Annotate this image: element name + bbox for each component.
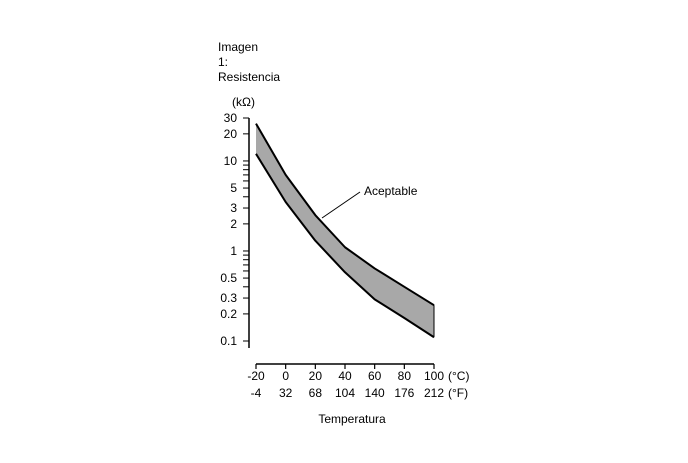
x-unit-fahrenheit: (°F) — [448, 386, 468, 400]
x-tick-label-fahrenheit: 104 — [335, 386, 355, 400]
lower-limit-line — [255, 153, 435, 339]
y-unit-label: (kΩ) — [232, 95, 255, 109]
y-major-ticks: 30 20 10 5 3 2 1 0.5 0.3 0.2 0.1 — [220, 111, 237, 348]
annotation-label: Aceptable — [364, 184, 418, 198]
y-tick-label: 5 — [230, 181, 237, 195]
x-tick-label-celsius: 80 — [398, 369, 412, 383]
x-tick-label-celsius: 20 — [309, 369, 323, 383]
x-unit-celsius: (°C) — [448, 369, 469, 383]
y-tick-label: 1 — [230, 244, 237, 258]
y-minor-ticks — [243, 117, 249, 342]
y-tick-label: 10 — [224, 154, 238, 168]
title-line-2: 1: — [218, 55, 228, 69]
annotation-leader-line — [321, 191, 361, 219]
x-axis-title: Temperatura — [318, 412, 386, 426]
y-tick-label: 0.1 — [220, 334, 237, 348]
x-tick-label-celsius: 40 — [338, 369, 352, 383]
x-tick-label-celsius: -20 — [247, 369, 265, 383]
y-tick-label: 0.2 — [220, 307, 237, 321]
x-ticks: -20 -4 0 32 20 68 40 104 60 140 80 176 100 212 — [247, 364, 444, 400]
x-tick-label-celsius: 60 — [368, 369, 382, 383]
title: Imagen 1: Resistencia — [218, 40, 280, 84]
title-line-3: Resistencia — [218, 70, 280, 84]
acceptable-band-fill — [256, 123, 434, 338]
x-tick-label-fahrenheit: 176 — [394, 386, 414, 400]
y-tick-label: 0.5 — [220, 271, 237, 285]
x-tick-label-fahrenheit: 140 — [365, 386, 385, 400]
x-tick-label-fahrenheit: 32 — [279, 386, 293, 400]
y-tick-label: 3 — [230, 201, 237, 215]
x-tick-label-fahrenheit: 212 — [424, 386, 444, 400]
y-tick-label: 2 — [230, 217, 237, 231]
x-tick-label-fahrenheit: 68 — [309, 386, 323, 400]
y-tick-label: 0.3 — [220, 291, 237, 305]
y-tick-label: 30 — [224, 111, 238, 125]
y-tick-label: 20 — [224, 127, 238, 141]
upper-limit-line — [255, 123, 435, 307]
title-line-1: Imagen — [218, 40, 258, 54]
x-tick-label-celsius: 100 — [424, 369, 444, 383]
acceptable-band — [255, 123, 435, 339]
x-tick-label-fahrenheit: -4 — [251, 386, 262, 400]
x-tick-label-celsius: 0 — [282, 369, 289, 383]
